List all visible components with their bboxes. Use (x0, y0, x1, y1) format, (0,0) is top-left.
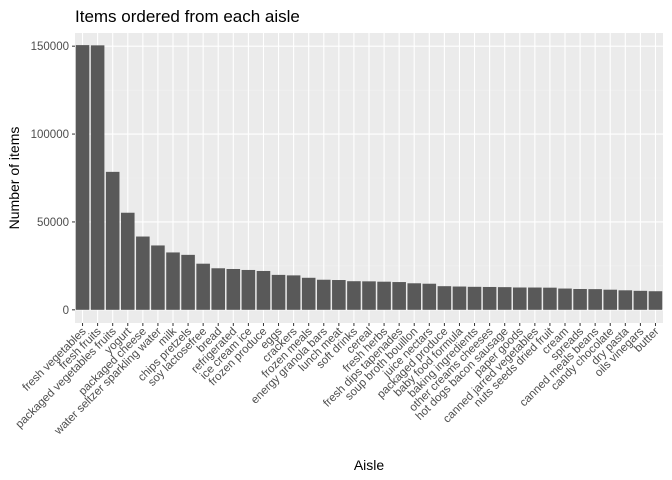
bar (633, 290, 648, 310)
y-tick-label: 100000 (31, 129, 69, 141)
bar (316, 279, 331, 310)
bar (558, 288, 572, 310)
bar (618, 290, 633, 310)
bar (136, 236, 150, 310)
bar (105, 171, 120, 310)
bar (392, 282, 406, 310)
bar (497, 287, 512, 310)
bar (362, 281, 376, 310)
bar (181, 254, 195, 310)
bar (648, 291, 663, 310)
bar (543, 287, 557, 310)
bar (286, 275, 301, 310)
x-axis-title: Aisle (354, 457, 385, 473)
bars (75, 45, 663, 310)
bar (528, 287, 542, 310)
chart-title: Items ordered from each aisle (75, 7, 300, 26)
bar (90, 45, 105, 310)
bar (482, 286, 497, 310)
bar (271, 274, 286, 310)
bar (407, 283, 422, 310)
bar (196, 263, 210, 310)
bar (603, 289, 618, 310)
bar (151, 245, 165, 310)
bar (75, 45, 90, 310)
bar (377, 281, 391, 310)
bar (166, 252, 180, 310)
y-axis: 0 50000 100000 150000 (31, 41, 75, 317)
bar (437, 286, 452, 310)
y-tick-label: 50000 (37, 217, 69, 229)
bar (120, 212, 135, 310)
bar (467, 286, 482, 310)
bar (573, 288, 587, 310)
bar (226, 268, 241, 310)
bar (211, 268, 226, 310)
bar (241, 269, 256, 310)
bar (256, 270, 271, 310)
bar (452, 286, 467, 310)
y-tick-label: 0 (63, 305, 69, 317)
bar (588, 289, 602, 310)
bar (332, 280, 346, 310)
y-axis-title: Number of items (6, 127, 22, 230)
bar (422, 283, 437, 310)
bar (347, 281, 361, 310)
y-tick-label: 150000 (31, 41, 69, 53)
bar (301, 277, 316, 310)
bar (512, 287, 527, 310)
